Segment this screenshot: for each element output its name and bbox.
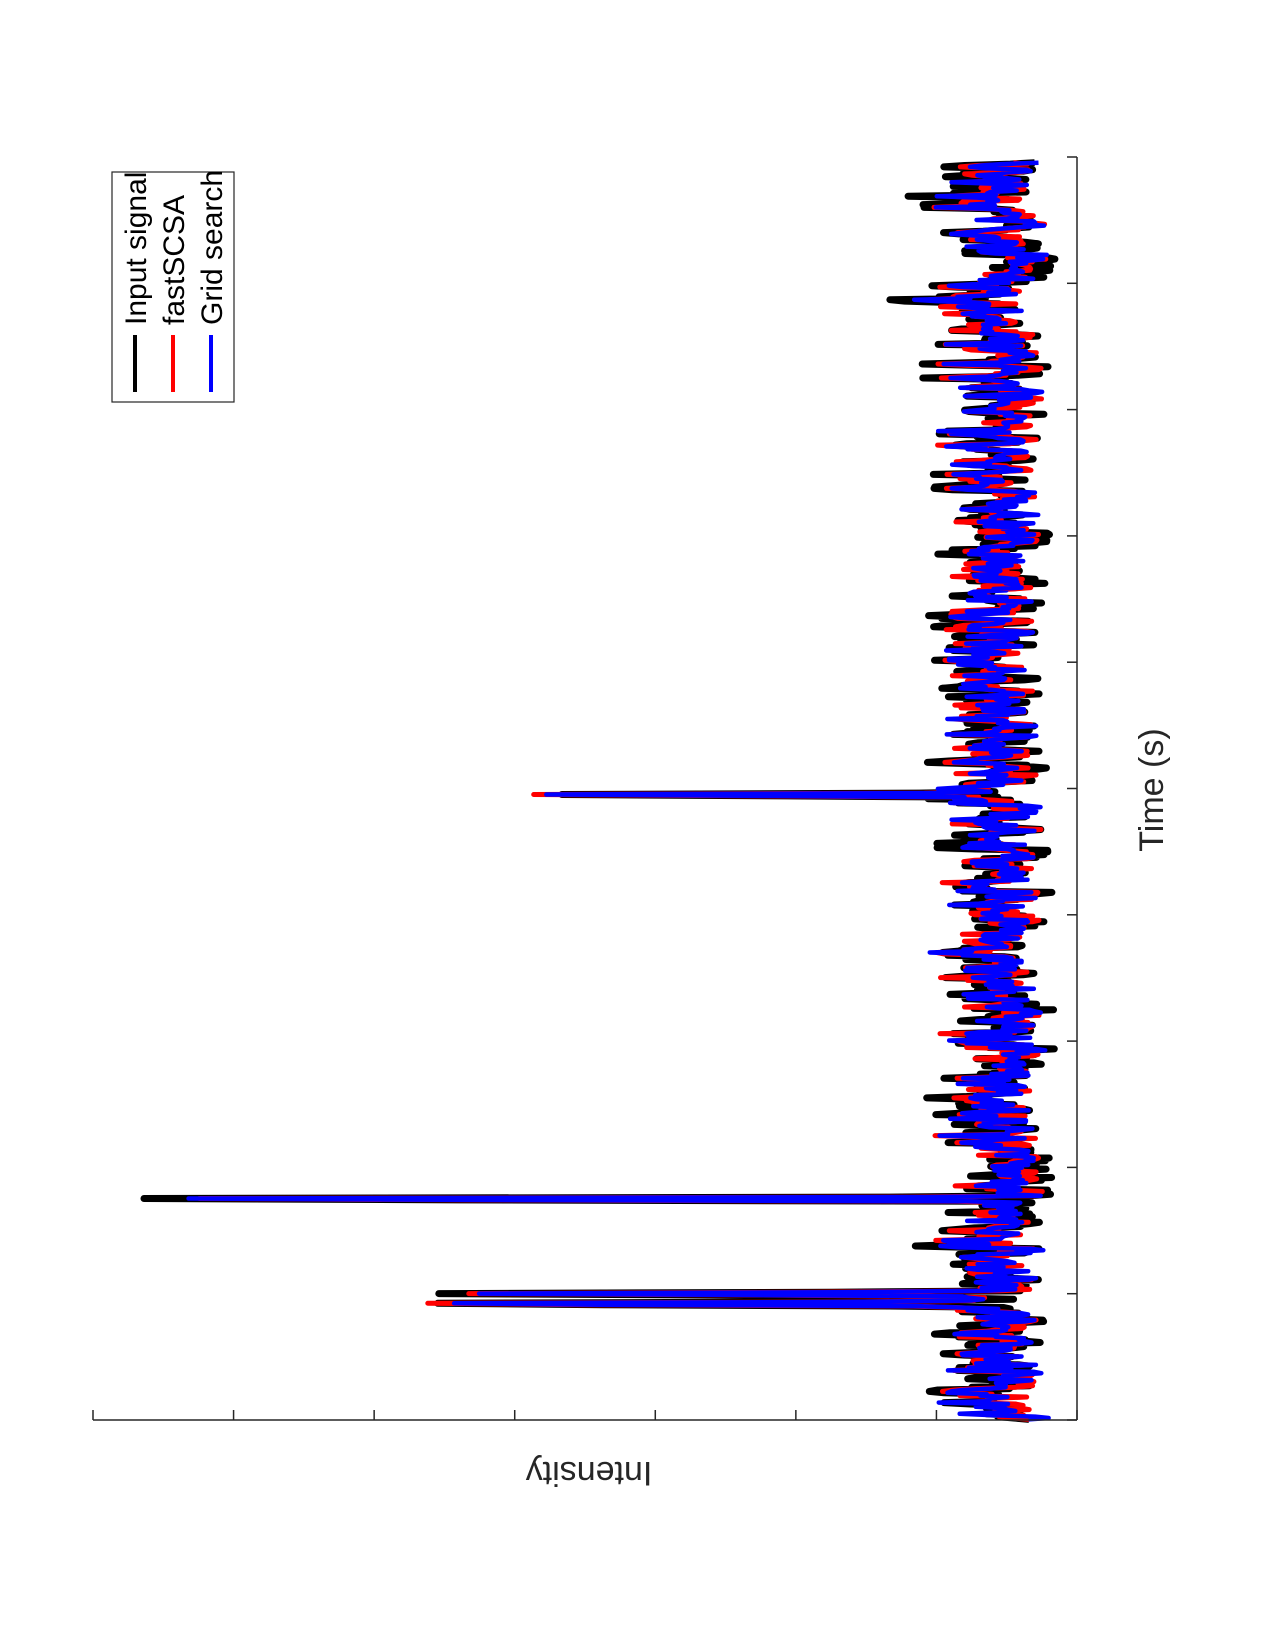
legend: Input signal fastSCSA Grid search (111, 170, 235, 403)
axes (92, 156, 1078, 1421)
legend-label-2: Grid search (196, 170, 229, 325)
series-line-2 (186, 160, 1051, 1422)
y-axis-label: Intensity (526, 1454, 653, 1492)
intensity-axis-ticks (92, 1410, 1078, 1420)
legend-label-0: Input signal (120, 172, 153, 325)
x-axis-label: Time (s) (1133, 728, 1171, 851)
time-axis-ticks (1067, 156, 1077, 1421)
plot-area (140, 159, 1059, 1423)
legend-label-1: fastSCSA (158, 195, 191, 325)
